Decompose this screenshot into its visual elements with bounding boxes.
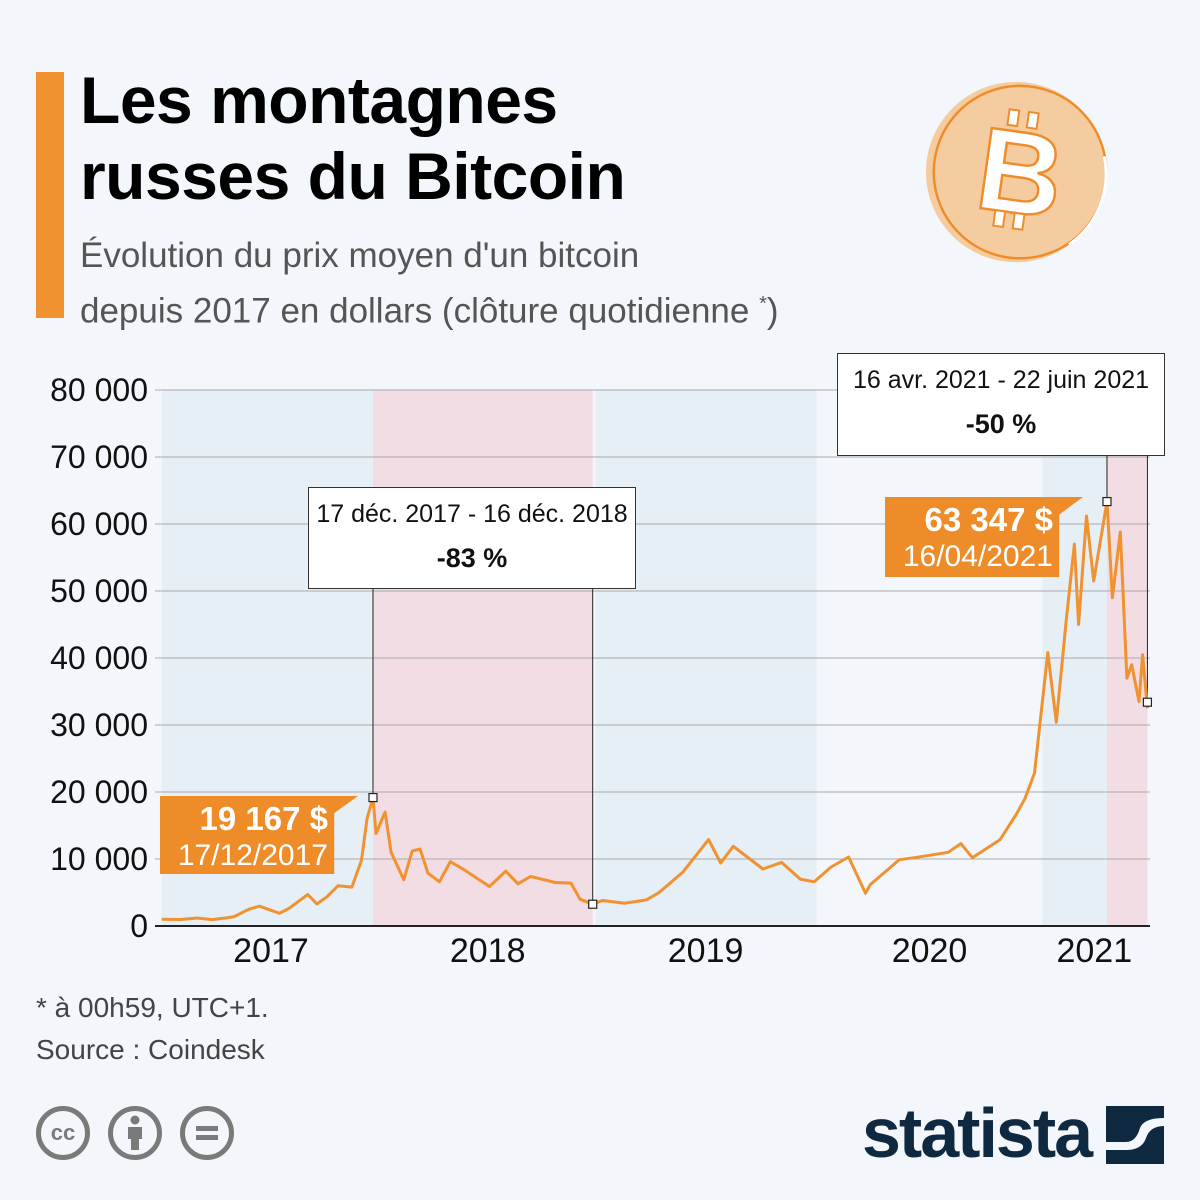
x-tick-label: 2021: [1056, 932, 1132, 970]
annotation-box-2018-crash: 17 déc. 2017 - 16 déc. 2018 -83 %: [308, 487, 636, 589]
peak-value: 63 347 $: [924, 501, 1053, 538]
footnote: * à 00h59, UTC+1.: [36, 992, 269, 1023]
peak-label-2021: 63 347 $ 16/04/2021: [885, 497, 1083, 577]
accent-bar: [36, 72, 64, 318]
y-tick-label: 0: [130, 908, 148, 944]
x-tick-label: 2017: [233, 932, 309, 970]
y-tick-label: 10 000: [50, 841, 148, 877]
title-line-2: russes du Bitcoin: [80, 139, 626, 213]
subtitle-line-2: depuis 2017 en dollars (clôture quotidie…: [80, 280, 779, 336]
x-tick-label: 2020: [892, 932, 968, 970]
data-point-marker: [1142, 697, 1153, 707]
bitcoin-icon: B: [925, 81, 1108, 263]
y-tick-label: 20 000: [50, 774, 148, 810]
cc-text: cc: [50, 1120, 76, 1145]
x-tick-label: 2019: [668, 932, 744, 970]
subtitle-text: depuis 2017 en dollars (clôture quotidie…: [80, 291, 760, 331]
page-title: Les montagnes russes du Bitcoin: [80, 62, 626, 214]
price-chart: 0 10 000 20 000 30 000 40 000 50 000 60 000 70 …: [50, 372, 1153, 970]
y-tick-label: 30 000: [50, 707, 148, 743]
data-point-marker: [368, 792, 378, 803]
bitcoin-price-line: [161, 500, 1149, 922]
peak-value: 19 167 $: [199, 800, 328, 837]
peak-date: 16/04/2021: [902, 540, 1053, 573]
title-line-1: Les montagnes: [80, 63, 558, 137]
x-tick-label: 2018: [450, 932, 526, 970]
y-tick-label: 40 000: [50, 640, 148, 676]
y-tick-label: 70 000: [50, 439, 148, 475]
statista-logo[interactable]: statista: [862, 1094, 1093, 1172]
y-tick-label: 50 000: [50, 573, 148, 609]
no-derivatives-icon[interactable]: [180, 1106, 234, 1160]
data-point-marker: [1102, 496, 1112, 507]
annotation-range: 17 déc. 2017 - 16 déc. 2018: [316, 500, 628, 528]
annotation-change: -83 %: [436, 543, 508, 573]
data-point-marker: [588, 899, 598, 909]
peak-label-2017: 19 167 $ 17/12/2017: [160, 796, 358, 874]
y-tick-label: 60 000: [50, 506, 148, 542]
cc-icon[interactable]: cc: [36, 1106, 90, 1160]
attribution-icon[interactable]: [108, 1106, 162, 1160]
peak-date: 17/12/2017: [177, 839, 328, 872]
subtitle-end: ): [766, 291, 779, 331]
y-tick-label: 80 000: [50, 372, 148, 408]
statista-logo-mark-icon: [1106, 1106, 1164, 1164]
annotation-range: 16 avr. 2021 - 22 juin 2021: [852, 366, 1150, 394]
subtitle-line-1: Évolution du prix moyen d'un bitcoin: [80, 236, 640, 275]
subtitle: Évolution du prix moyen d'un bitcoin dep…: [80, 232, 779, 336]
footnote-mark: *: [759, 293, 767, 315]
source: Source : Coindesk: [36, 1034, 265, 1065]
annotation-change: -50 %: [965, 409, 1037, 439]
annotation-box-2021-crash: 16 avr. 2021 - 22 juin 2021 -50 %: [837, 353, 1165, 456]
